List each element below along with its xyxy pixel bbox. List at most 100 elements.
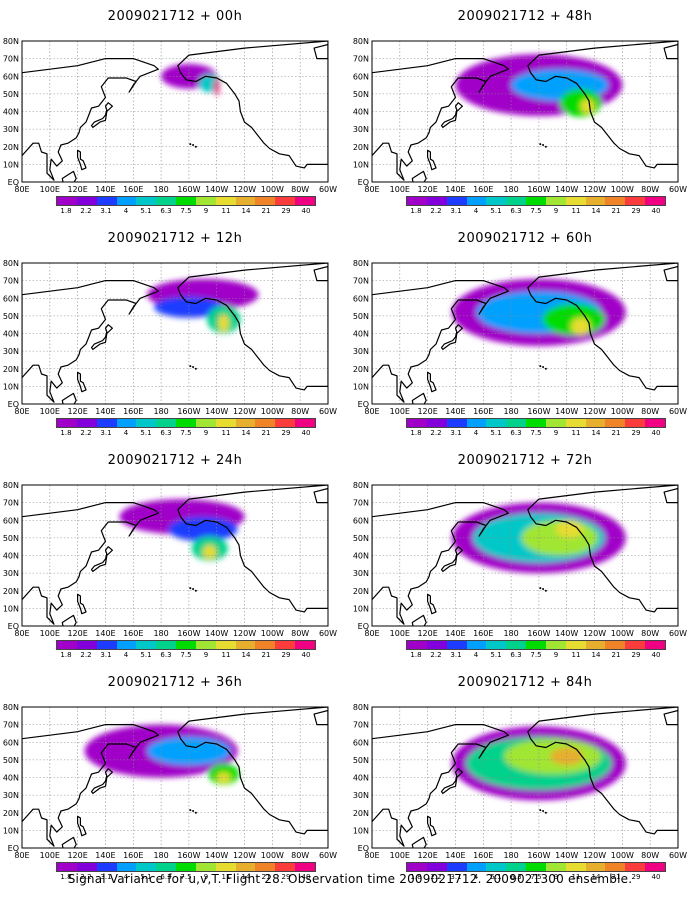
y-tick-label: EQ [358, 844, 369, 853]
y-tick-label: 10N [3, 160, 19, 169]
colorbar-cell [605, 641, 626, 649]
colorbar-cell [295, 419, 315, 427]
colorbar-label: 40 [301, 873, 311, 881]
y-tick-label: 70N [353, 499, 369, 508]
y-tick-label: EQ [8, 622, 19, 631]
colorbar-cell [176, 197, 196, 205]
coastline [527, 485, 678, 613]
island [539, 365, 542, 368]
x-tick-label: 100E [390, 629, 410, 638]
colorbar-cell [407, 419, 427, 427]
y-tick-label: 70N [353, 721, 369, 730]
y-tick-label: 20N [3, 143, 19, 152]
y-tick-label: 40N [3, 774, 19, 783]
colorbar-label: 21 [261, 207, 271, 215]
colorbar-label: 1.8 [60, 429, 72, 437]
x-tick-label: 80W [641, 185, 659, 194]
coastline [440, 324, 463, 350]
coastline [177, 707, 328, 835]
colorbar-label: 14 [241, 207, 251, 215]
y-tick-label: 50N [353, 90, 369, 99]
x-tick-label: 140W [205, 629, 228, 638]
colorbar-cell [235, 419, 256, 427]
colorbar-cell [275, 419, 296, 427]
colorbar-label: 40 [301, 651, 311, 659]
colorbar-cell [486, 641, 507, 649]
colorbar-cell [96, 863, 117, 871]
y-tick-label: 70N [353, 55, 369, 64]
x-tick-label: 100E [40, 185, 60, 194]
y-tick-label: 50N [3, 756, 19, 765]
y-tick-label: 50N [353, 756, 369, 765]
colorbar-cell [275, 863, 296, 871]
y-tick-label: 70N [3, 721, 19, 730]
colorbar-cell [545, 419, 566, 427]
colorbar-label: 11 [571, 873, 581, 881]
x-tick-label: 100E [40, 629, 60, 638]
x-tick-label: 180 [153, 629, 168, 638]
colorbar-label: 11 [221, 873, 231, 881]
x-tick-label: 80W [291, 851, 309, 860]
colorbar-cell [585, 197, 606, 205]
colorbar-cells [56, 640, 316, 650]
colorbar-label: 3.1 [450, 207, 462, 215]
coastline [90, 324, 113, 350]
colorbar-label: 5.1 [140, 207, 152, 215]
colorbar-cell [96, 197, 117, 205]
colorbar-cell [585, 419, 606, 427]
x-tick-label: 80W [641, 851, 659, 860]
colorbar-cell [76, 641, 97, 649]
island [542, 809, 545, 812]
island [539, 143, 542, 146]
island [189, 143, 192, 146]
figure-caption: Signal Variance for u,v,T. Flight 28. Ob… [67, 872, 633, 886]
x-tick-label: 80W [291, 185, 309, 194]
colorbar-cell [116, 197, 137, 205]
island [194, 811, 197, 814]
colorbar-label: 14 [241, 429, 251, 437]
colorbar-cells [406, 196, 666, 206]
coastline [427, 371, 437, 393]
colorbar-label: 7.5 [530, 873, 542, 881]
x-tick-label: 120W [583, 629, 606, 638]
x-tick-label: 180 [153, 407, 168, 416]
coastline [527, 41, 678, 169]
y-tick-label: 50N [353, 312, 369, 321]
colorbar-label: 11 [571, 651, 581, 659]
colorbar-cell [76, 863, 97, 871]
colorbar-labels: 1.8 2.2 3.1 4 5.1 6.3 7.5 9 11 14 21 29 40 [406, 206, 666, 216]
island [192, 143, 195, 146]
island [544, 589, 547, 592]
colorbar-label: 14 [591, 651, 601, 659]
island [539, 809, 542, 812]
x-tick-label: 80E [364, 629, 379, 638]
coastline [77, 815, 87, 837]
colorbar-label: 1.8 [60, 207, 72, 215]
colorbar-label: 9 [553, 873, 559, 881]
colorbar-cell [545, 641, 566, 649]
y-tick-label: 10N [353, 826, 369, 835]
x-tick-label: 140E [445, 629, 465, 638]
x-tick-label: 180 [503, 851, 518, 860]
y-tick-label: 30N [353, 791, 369, 800]
colorbar-cell [426, 419, 447, 427]
coastline [663, 43, 678, 60]
colorbar-cell [645, 197, 665, 205]
colorbar-label: 7.5 [180, 207, 192, 215]
colorbar-label: 4 [123, 429, 129, 437]
colorbar-cell [545, 197, 566, 205]
signal-region [570, 317, 591, 336]
signal-region [580, 99, 595, 114]
x-tick-label: 100W [261, 629, 284, 638]
map-panel: 2009021712 + 00h 80N 70N 60N 50N 40N 30N 20N 10N… [0, 0, 350, 222]
colorbar-cell [57, 419, 77, 427]
colorbar-label: 9 [203, 651, 209, 659]
y-tick-label: 20N [3, 365, 19, 374]
colorbar-label: 9 [553, 429, 559, 437]
coastline [22, 502, 159, 625]
y-tick-label: 80N [353, 37, 369, 46]
colorbar-cell [486, 197, 507, 205]
colorbar-label: 2.2 [430, 207, 442, 215]
